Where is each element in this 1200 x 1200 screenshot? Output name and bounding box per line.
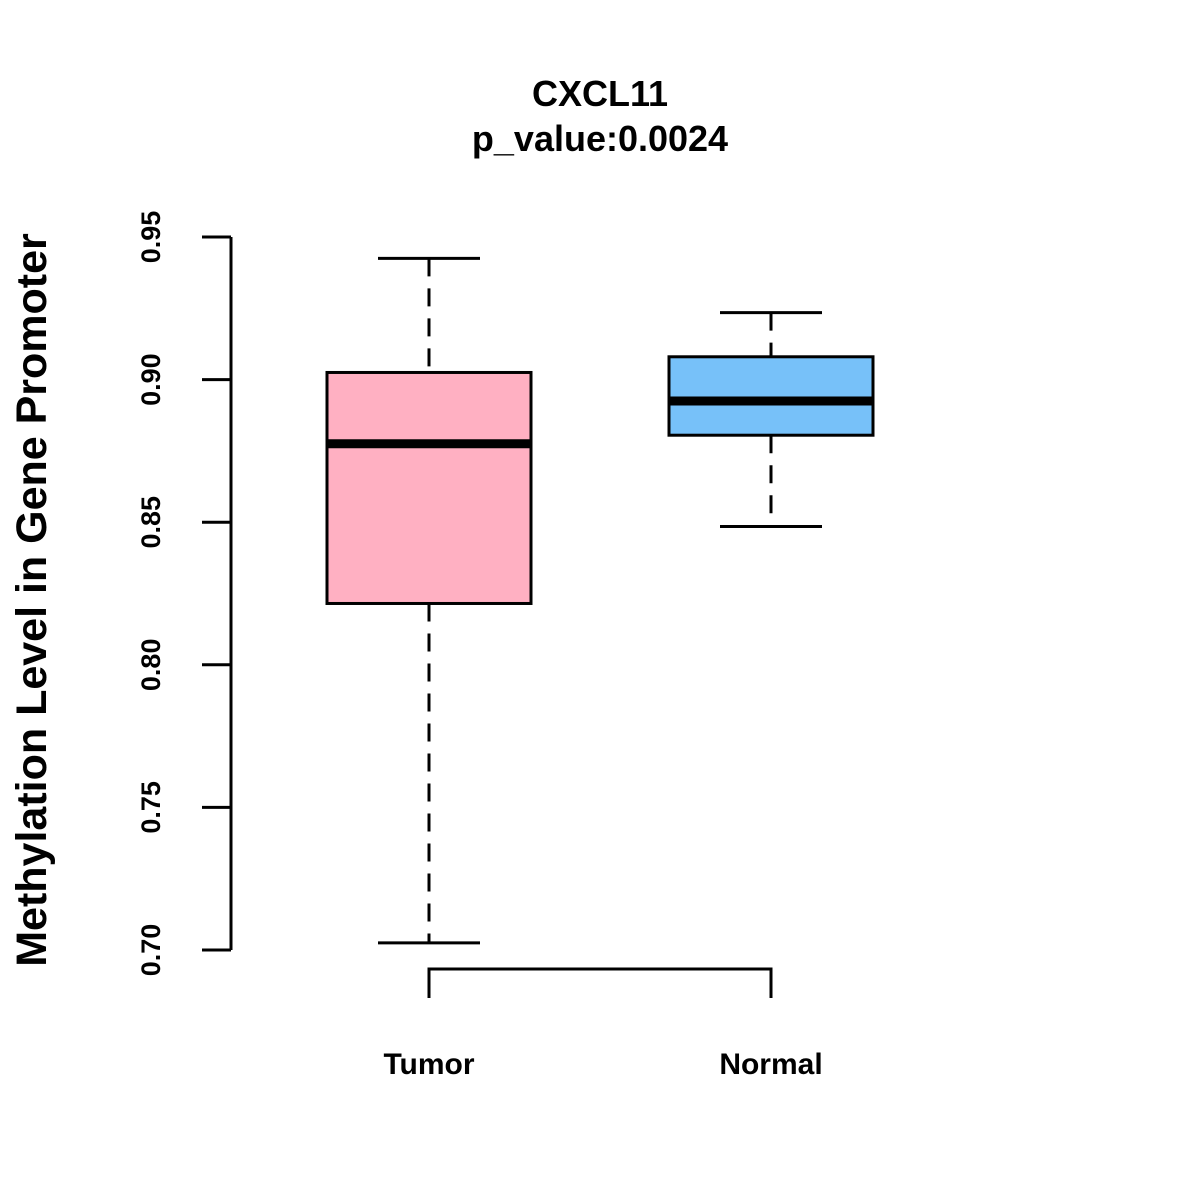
boxes: Tumor Normal (325, 256, 875, 1081)
y-tick-label-0: 0.70 (136, 924, 166, 977)
bracket-line (427, 967, 773, 998)
x-label-tumor: Tumor (383, 1048, 474, 1081)
normal-iqr-box (667, 355, 875, 437)
y-tick-label-3: 0.85 (136, 496, 166, 549)
x-label-normal: Normal (719, 1048, 822, 1081)
y-axis-label: Methylation Level in Gene Promoter (8, 233, 56, 967)
box-tumor: Tumor (325, 256, 533, 1081)
chart-title: CXCL11 (532, 73, 668, 114)
box-normal: Normal (667, 311, 875, 1081)
y-tick-label-1: 0.75 (136, 781, 166, 834)
y-tick-label-4: 0.90 (136, 353, 166, 406)
y-axis: 0.70 0.75 0.80 0.85 0.90 0.95 (136, 211, 233, 977)
chart-subtitle: p_value:0.0024 (472, 118, 728, 159)
y-tick-label-5: 0.95 (136, 211, 166, 264)
y-tick-label-2: 0.80 (136, 639, 166, 692)
significance-bracket (427, 967, 773, 998)
tumor-iqr-box (325, 370, 533, 605)
